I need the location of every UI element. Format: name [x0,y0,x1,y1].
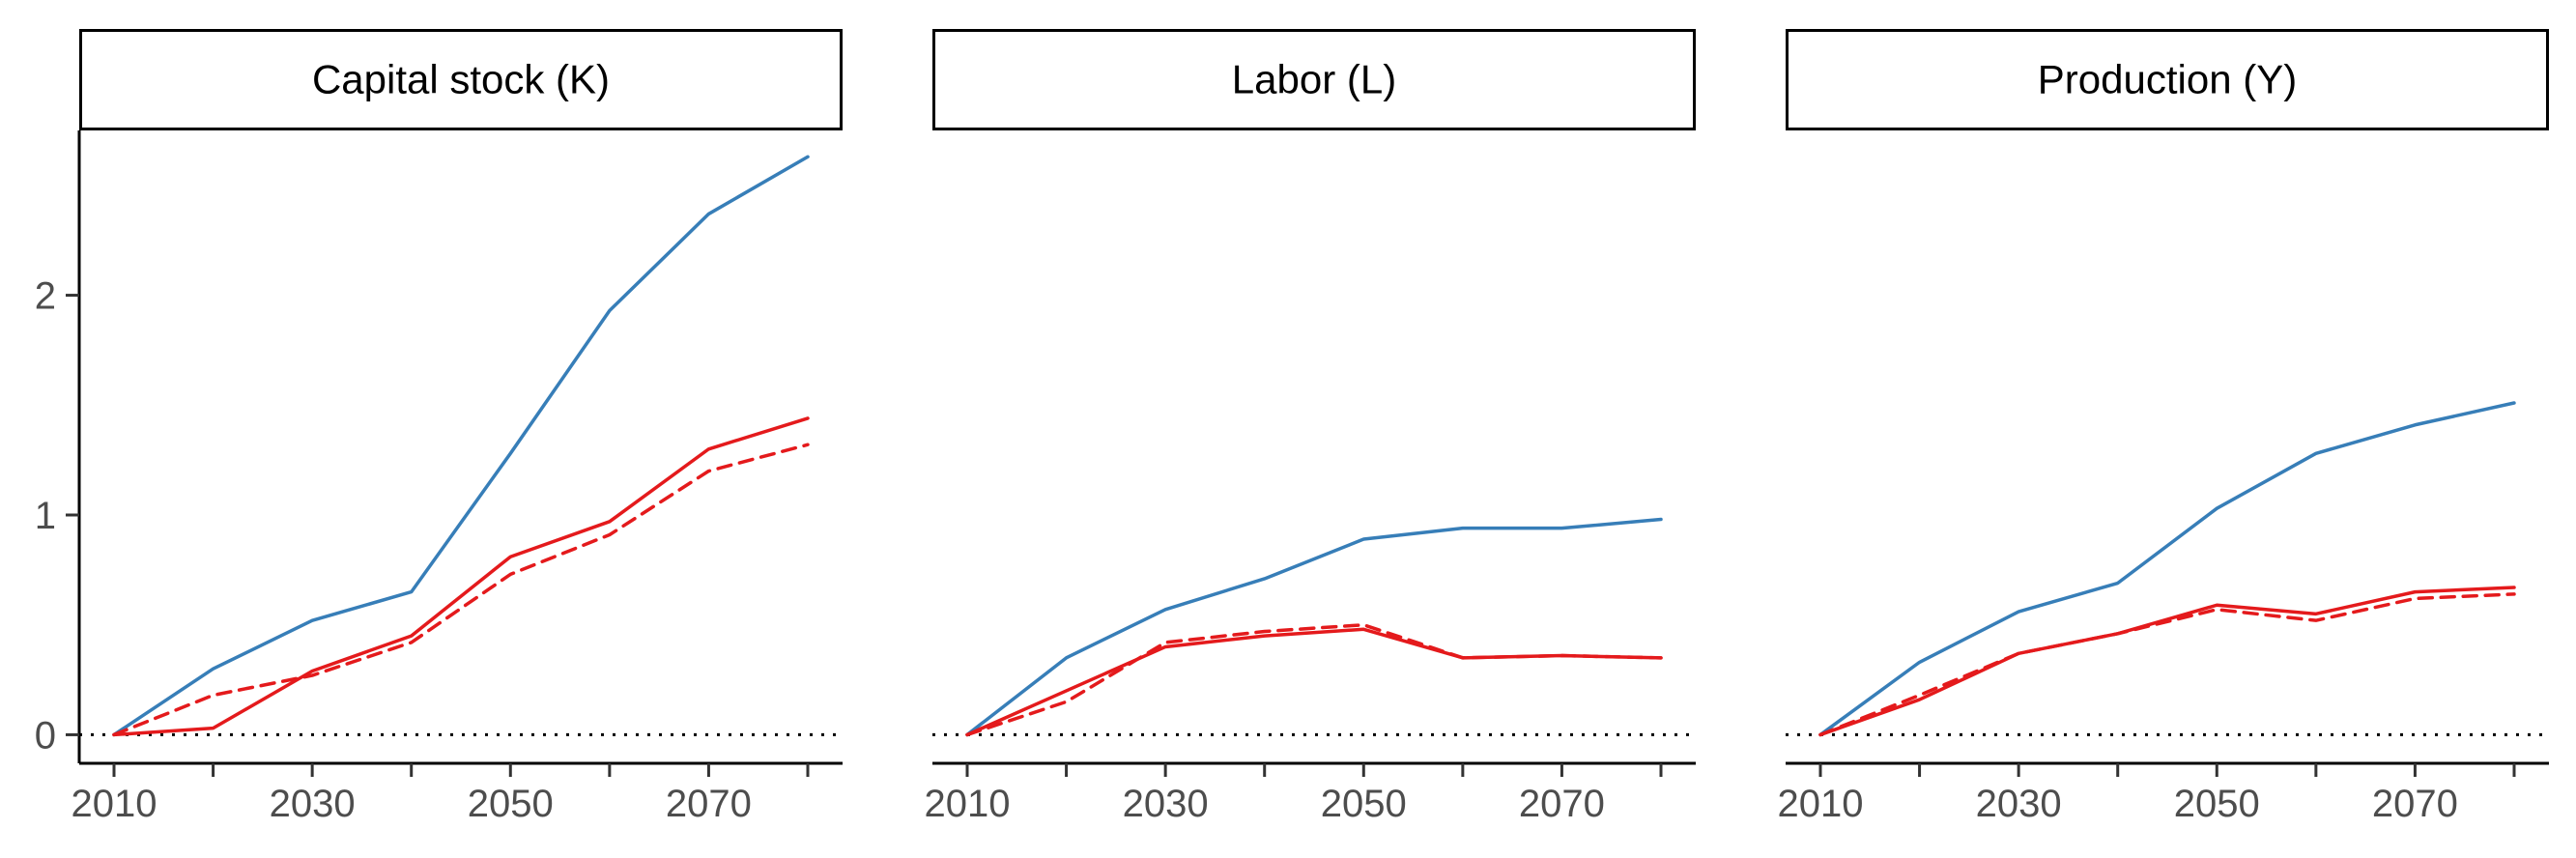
x-tick-label: 2030 [270,783,356,825]
x-tick-label: 2070 [2372,783,2458,825]
x-tick-label: 2070 [1519,783,1605,825]
facet-strip [1786,29,2549,130]
series-line-3 [965,622,1663,737]
facet-strip [932,29,1696,130]
x-tick-label: 2010 [1778,783,1864,825]
y-tick-label: 1 [35,495,56,537]
facet-strip-label: Production (Y) [2038,57,2297,102]
x-tick-label: 2010 [72,783,157,825]
x-tick-label: 2030 [1123,783,1209,825]
series-line-3 [1818,592,2516,737]
x-tick-label: 2030 [1976,783,2062,825]
facet-strip [79,29,843,130]
series-line-1 [1818,401,2516,737]
series-line-2 [965,627,1663,737]
series-line-1 [112,155,810,737]
x-tick-label: 2050 [2174,783,2260,825]
y-tick-label: 2 [35,275,56,318]
series-line-2 [112,416,810,737]
facet-strip-label: Capital stock (K) [312,57,610,102]
series-line-3 [112,443,810,737]
x-tick-label: 2050 [468,783,554,825]
series-line-2 [1818,586,2516,737]
x-tick-label: 2010 [925,783,1011,825]
series-line-1 [965,517,1663,737]
x-tick-label: 2050 [1321,783,1407,825]
facet-strip-label: Labor (L) [1232,57,1396,102]
x-tick-label: 2070 [666,783,752,825]
y-tick-label: 0 [35,714,56,757]
